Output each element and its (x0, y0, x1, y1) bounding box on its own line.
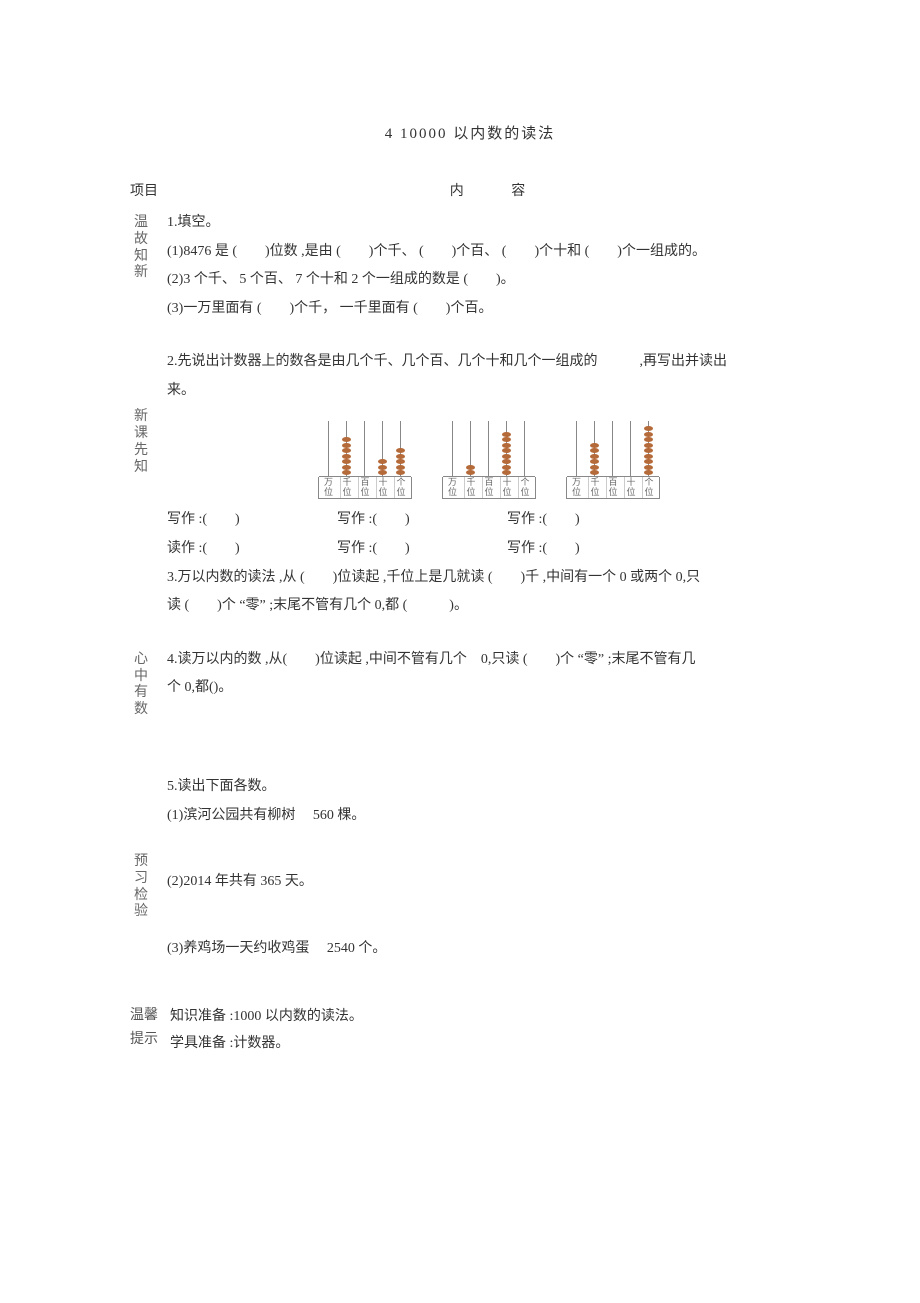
tips-body: 知识准备 :1000 以内数的读法。 学具准备 :计数器。 (170, 1004, 363, 1057)
xinke-body: 2.先说出计数器上的数各是由几个千、几个百、几个十和几个一组成的 ,再写出并读出… (167, 349, 810, 621)
q3: 3.万以内数的读法 ,从 ( )位读起 ,千位上是几就读 ( )千 ,中间有一个… (167, 565, 810, 592)
q1-1: (1)8476 是 ( )位数 ,是由 ( )个千、 ( )个百、 ( )个十和… (167, 239, 810, 266)
q4: 4.读万以内的数 ,从( )位读起 ,中间不管有几个 0,只读 ( )个 “零”… (167, 647, 810, 674)
header-row: 项目 内 容 (130, 179, 810, 206)
tips-line2: 学具准备 :计数器。 (170, 1031, 363, 1058)
counter: 万位千位百位十位个位 (442, 417, 536, 500)
page-title: 4 10000 以内数的读法 (130, 120, 810, 149)
q5-head: 5.读出下面各数。 (167, 774, 810, 801)
q2-head2: 来。 (167, 378, 810, 405)
q5-2: (2)2014 年共有 365 天。 (167, 869, 810, 896)
tips-label: 温馨 提示 (130, 1004, 158, 1057)
content-label: 内 容 (175, 179, 810, 206)
section-wengu: 温 故 知 新 1.填空。 (1)8476 是 ( )位数 ,是由 ( )个千、… (130, 210, 810, 324)
counters-row: 万位千位百位十位个位万位千位百位十位个位万位千位百位十位个位 (167, 417, 810, 500)
write-2: 写作 :( ) (337, 507, 507, 534)
tips-line1: 知识准备 :1000 以内数的读法。 (170, 1004, 363, 1031)
tips: 温馨 提示 知识准备 :1000 以内数的读法。 学具准备 :计数器。 (130, 1004, 810, 1057)
write-row: 写作 :( ) 写作 :( ) 写作 :( ) (167, 507, 810, 534)
xinzhong-body: 4.读万以内的数 ,从( )位读起 ,中间不管有几个 0,只读 ( )个 “零”… (167, 647, 810, 704)
q1-2: (2)3 个千、 5 个百、 7 个十和 2 个一组成的数是 ( )。 (167, 267, 810, 294)
write-1: 写作 :( ) (167, 507, 337, 534)
wengu-body: 1.填空。 (1)8476 是 ( )位数 ,是由 ( )个千、 ( )个百、 … (167, 210, 810, 324)
q1-3: (3)一万里面有 ( )个千， 一千里面有 ( )个百。 (167, 296, 810, 323)
q5-1: (1)滨河公园共有柳树 560 棵。 (167, 803, 810, 830)
counter: 万位千位百位十位个位 (318, 417, 412, 500)
section-yuxi: 预 习 检 验 5.读出下面各数。 (1)滨河公园共有柳树 560 棵。 (2)… (130, 744, 810, 964)
q4b: 个 0,都()。 (167, 675, 810, 702)
q1-head: 1.填空。 (167, 210, 810, 237)
q5-3: (3)养鸡场一天约收鸡蛋 2540 个。 (167, 936, 810, 963)
vlabel-xinzhong: 心 中 有 数 (130, 652, 152, 719)
yuxi-body: 5.读出下面各数。 (1)滨河公园共有柳树 560 棵。 (2)2014 年共有… (167, 744, 810, 964)
section-xinzhong: 心 中 有 数 4.读万以内的数 ,从( )位读起 ,中间不管有几个 0,只读 … (130, 647, 810, 719)
vlabel-xinke: 新 课 先 知 (130, 409, 152, 476)
project-label: 项目 (130, 179, 175, 206)
q2-head: 2.先说出计数器上的数各是由几个千、几个百、几个十和几个一组成的 ,再写出并读出 (167, 349, 810, 376)
counter: 万位千位百位十位个位 (566, 417, 660, 500)
vlabel-wengu: 温 故 知 新 (130, 215, 152, 282)
section-xinke: 新 课 先 知 2.先说出计数器上的数各是由几个千、几个百、几个十和几个一组成的… (130, 349, 810, 621)
read-row: 读作 :( ) 写作 :( ) 写作 :( ) (167, 536, 810, 563)
write-3: 写作 :( ) (507, 507, 580, 534)
read-3: 写作 :( ) (507, 536, 580, 563)
read-2: 写作 :( ) (337, 536, 507, 563)
vlabel-yuxi: 预 习 检 验 (130, 854, 152, 921)
q3b: 读 ( )个 “零” ;末尾不管有几个 0,都 ( )。 (167, 593, 810, 620)
read-1: 读作 :( ) (167, 536, 337, 563)
